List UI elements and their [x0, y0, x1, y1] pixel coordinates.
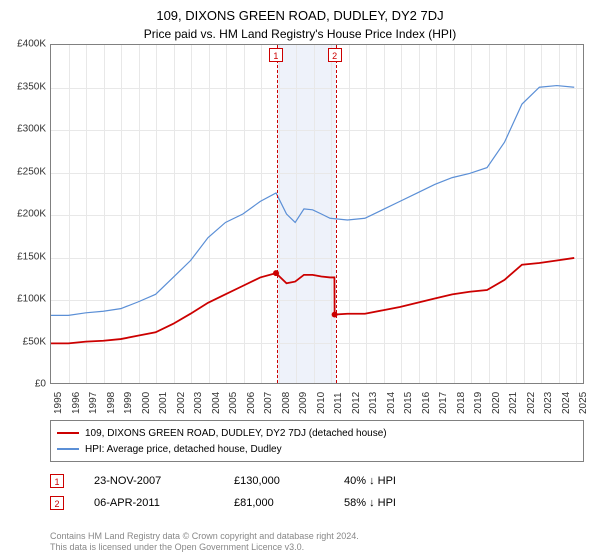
event-price: £81,000	[234, 497, 314, 509]
y-tick-label: £350K	[17, 81, 46, 92]
legend-series-box: 109, DIXONS GREEN ROAD, DUDLEY, DY2 7DJ …	[50, 420, 584, 462]
x-tick-label: 2017	[438, 392, 449, 414]
x-tick-label: 1999	[123, 392, 134, 414]
event-line	[336, 45, 337, 383]
footer-line1: Contains HM Land Registry data © Crown c…	[50, 531, 359, 543]
y-tick-label: £150K	[17, 251, 46, 262]
x-tick-label: 2013	[368, 392, 379, 414]
x-tick-label: 2011	[333, 392, 344, 414]
x-tick-label: 2007	[263, 392, 274, 414]
x-tick-label: 2008	[281, 392, 292, 414]
event-line	[277, 45, 278, 383]
y-tick-label: £100K	[17, 294, 46, 305]
y-tick-label: £300K	[17, 124, 46, 135]
series-line	[51, 86, 574, 316]
x-tick-label: 2001	[158, 392, 169, 414]
x-tick-label: 2009	[298, 392, 309, 414]
x-tick-label: 2020	[491, 392, 502, 414]
chart-svg	[51, 45, 583, 383]
x-tick-label: 2015	[403, 392, 414, 414]
price-chart: 109, DIXONS GREEN ROAD, DUDLEY, DY2 7DJ …	[0, 0, 600, 560]
event-row: 1 23-NOV-2007 £130,000 40% ↓ HPI	[50, 470, 584, 492]
x-tick-label: 2004	[211, 392, 222, 414]
legend-row-hpi: HPI: Average price, detached house, Dudl…	[57, 441, 577, 457]
x-tick-label: 2016	[421, 392, 432, 414]
footer: Contains HM Land Registry data © Crown c…	[50, 531, 359, 554]
y-tick-label: £50K	[23, 336, 46, 347]
event-point	[332, 312, 338, 318]
legend: 109, DIXONS GREEN ROAD, DUDLEY, DY2 7DJ …	[50, 420, 584, 514]
x-tick-label: 2014	[386, 392, 397, 414]
event-number: 1	[50, 474, 64, 488]
event-number: 2	[50, 496, 64, 510]
x-tick-label: 1996	[71, 392, 82, 414]
event-row: 2 06-APR-2011 £81,000 58% ↓ HPI	[50, 492, 584, 514]
series-line	[51, 258, 574, 343]
event-marker: 2	[328, 48, 342, 62]
x-tick-label: 2005	[228, 392, 239, 414]
legend-swatch-property	[57, 432, 79, 434]
chart-title: 109, DIXONS GREEN ROAD, DUDLEY, DY2 7DJ	[0, 0, 600, 23]
plot-area	[50, 44, 584, 384]
chart-subtitle: Price paid vs. HM Land Registry's House …	[0, 23, 600, 45]
event-marker: 1	[269, 48, 283, 62]
x-tick-label: 2024	[561, 392, 572, 414]
x-tick-label: 2019	[473, 392, 484, 414]
x-tick-label: 2000	[141, 392, 152, 414]
x-tick-label: 1998	[106, 392, 117, 414]
event-vs-hpi: 40% ↓ HPI	[344, 475, 444, 487]
events-table: 1 23-NOV-2007 £130,000 40% ↓ HPI 2 06-APR-201…	[50, 470, 584, 514]
legend-swatch-hpi	[57, 448, 79, 449]
event-price: £130,000	[234, 475, 314, 487]
x-tick-label: 1997	[88, 392, 99, 414]
x-tick-label: 2010	[316, 392, 327, 414]
x-tick-label: 2006	[246, 392, 257, 414]
x-tick-label: 2025	[578, 392, 589, 414]
legend-label-property: 109, DIXONS GREEN ROAD, DUDLEY, DY2 7DJ …	[85, 428, 387, 439]
y-tick-label: £400K	[17, 39, 46, 50]
y-tick-label: £200K	[17, 209, 46, 220]
x-tick-label: 2023	[543, 392, 554, 414]
y-tick-label: £250K	[17, 166, 46, 177]
x-tick-label: 2022	[526, 392, 537, 414]
footer-line2: This data is licensed under the Open Gov…	[50, 542, 359, 554]
event-vs-hpi: 58% ↓ HPI	[344, 497, 444, 509]
x-tick-label: 2018	[456, 392, 467, 414]
legend-label-hpi: HPI: Average price, detached house, Dudl…	[85, 444, 282, 455]
event-date: 06-APR-2011	[94, 497, 204, 509]
x-tick-label: 1995	[53, 392, 64, 414]
x-tick-label: 2003	[193, 392, 204, 414]
x-tick-label: 2012	[351, 392, 362, 414]
x-tick-label: 2002	[176, 392, 187, 414]
event-date: 23-NOV-2007	[94, 475, 204, 487]
x-tick-label: 2021	[508, 392, 519, 414]
y-tick-label: £0	[35, 379, 46, 390]
legend-row-property: 109, DIXONS GREEN ROAD, DUDLEY, DY2 7DJ …	[57, 425, 577, 441]
